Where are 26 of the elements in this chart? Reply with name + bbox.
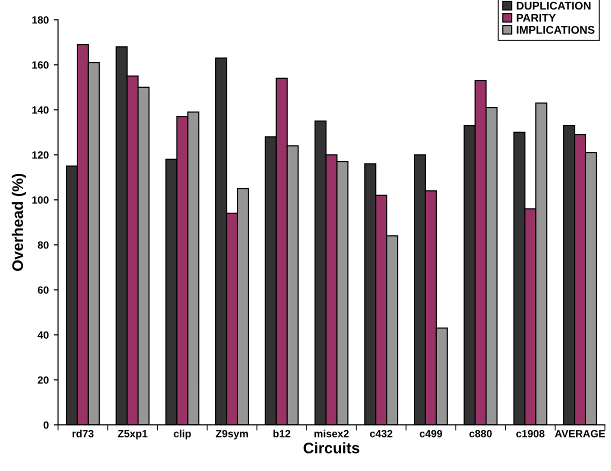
x-tick-label: misex2 (314, 430, 349, 438)
legend-label: IMPLICATIONS (516, 26, 594, 34)
y-axis-title: Overhead (%) (12, 174, 26, 271)
x-tick-label: AVERAGE (554, 430, 605, 438)
x-tick-label: b12 (273, 430, 290, 438)
y-tick-label: 160 (32, 61, 49, 69)
x-axis-title: Circuits (304, 442, 360, 454)
x-tick-label: clip (174, 430, 191, 440)
y-tick-label: 0 (44, 421, 49, 429)
y-tick-label: 40 (38, 331, 49, 339)
y-tick-label: 180 (32, 16, 49, 24)
x-tick-label: Z9sym (216, 430, 248, 440)
x-tick-label: rd73 (72, 430, 94, 438)
x-tick-label: c432 (370, 430, 392, 438)
y-tick-label: 20 (38, 376, 49, 384)
y-tick-label: 140 (32, 106, 49, 114)
legend-label: PARITY (516, 14, 556, 22)
y-tick-label: 60 (38, 286, 49, 294)
x-tick-label: c499 (420, 430, 442, 438)
x-tick-label: c880 (469, 430, 492, 438)
y-tick-label: 120 (32, 151, 49, 159)
y-tick-label: 100 (32, 196, 49, 204)
x-tick-label: Z5xp1 (118, 430, 148, 440)
y-tick-label: 80 (38, 241, 49, 249)
x-tick-label: c1908 (516, 430, 544, 438)
legend-label: DUPLICATION (516, 2, 590, 10)
